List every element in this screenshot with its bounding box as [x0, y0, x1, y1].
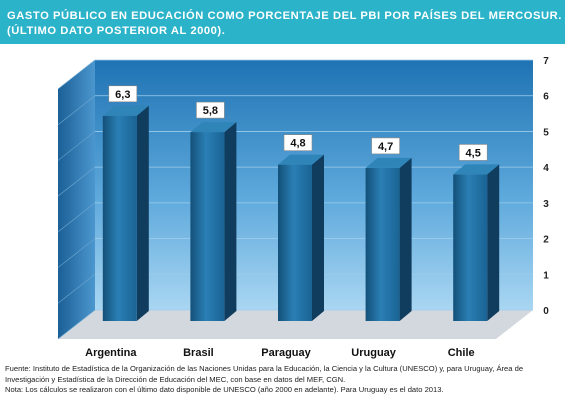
data-label: 4,8 [290, 138, 305, 150]
y-tick-label: 0 [543, 306, 549, 317]
footnote: Nota: Los cálculos se realizaron con el … [5, 385, 444, 394]
source-line-1: Fuente: Instituto de Estadística de la O… [5, 364, 524, 373]
y-tick-label: 4 [543, 163, 549, 174]
gridline-side [57, 238, 96, 268]
bar-side-face [136, 105, 149, 321]
chart-title-line-2: (ÚLTIMO DATO POSTERIOR AL 2000). [7, 25, 226, 37]
data-label-box [283, 134, 313, 151]
data-label-box [196, 101, 225, 119]
bar-front-face [190, 132, 225, 321]
gridline-side [57, 95, 96, 125]
gridline-side [57, 274, 96, 304]
bar-top-face [102, 105, 149, 116]
y-tick-label: 2 [543, 235, 549, 246]
chart-title-line-1: GASTO PÚBLICO EN EDUCACIÓN COMO PORCENTA… [7, 10, 562, 22]
x-tick-label: Chile [448, 347, 475, 359]
bar-chart: 6,3 5,8 4,8 4,7 4,5 0 1 2 3 4 5 6 7 Argentina Brasil… [57, 56, 549, 359]
data-label: 4,5 [466, 147, 481, 159]
x-tick-label: Uruguay [351, 347, 397, 359]
gridline-side [57, 309, 96, 340]
gridline-side [57, 131, 96, 161]
bar-top-face [365, 157, 412, 168]
bar-chile: 4,5 [453, 144, 500, 321]
gridline-side [57, 202, 96, 233]
y-tick-label: 5 [543, 127, 549, 138]
bar-brasil: 5,8 [190, 101, 237, 321]
data-label: 5,8 [203, 105, 218, 117]
chart-floor [58, 310, 533, 339]
data-label: 6,3 [115, 89, 130, 101]
bar-argentina: 6,3 [102, 85, 149, 321]
source-line-2: Investigación y Estadística de la Direcc… [5, 374, 346, 384]
chart-title-bar: GASTO PÚBLICO EN EDUCACIÓN COMO PORCENTA… [0, 0, 565, 44]
data-label-box [371, 137, 400, 155]
x-tick-label: Argentina [85, 347, 137, 359]
data-label: 4,7 [378, 141, 393, 153]
bar-uruguay: 4,7 [365, 137, 412, 321]
y-tick-label: 6 [543, 92, 549, 103]
bar-side-face [399, 157, 412, 321]
y-tick-label: 7 [543, 56, 549, 67]
bar-top-face [278, 154, 324, 165]
bar-front-face [453, 174, 488, 321]
bar-front-face [365, 167, 400, 321]
x-tick-label: Brasil [183, 347, 214, 359]
y-tick-label: 1 [543, 270, 549, 281]
bar-front-face [102, 115, 137, 321]
chart-footer: Fuente: Instituto de Estadística de la O… [5, 364, 561, 396]
chart-side-wall [58, 60, 95, 339]
gridline-side [57, 166, 96, 197]
bar-paraguay: 4,8 [278, 134, 324, 321]
x-tick-label: Paraguay [261, 347, 311, 359]
y-tick-label: 3 [543, 199, 549, 210]
gridline-side [57, 59, 96, 90]
data-label-box [458, 144, 488, 161]
bar-top-face [453, 164, 500, 175]
bar-top-face [190, 122, 237, 133]
data-label-box [108, 85, 138, 103]
bar-front-face [278, 164, 312, 321]
bar-side-face [312, 154, 324, 321]
bar-side-face [224, 122, 237, 321]
bar-side-face [487, 164, 500, 321]
